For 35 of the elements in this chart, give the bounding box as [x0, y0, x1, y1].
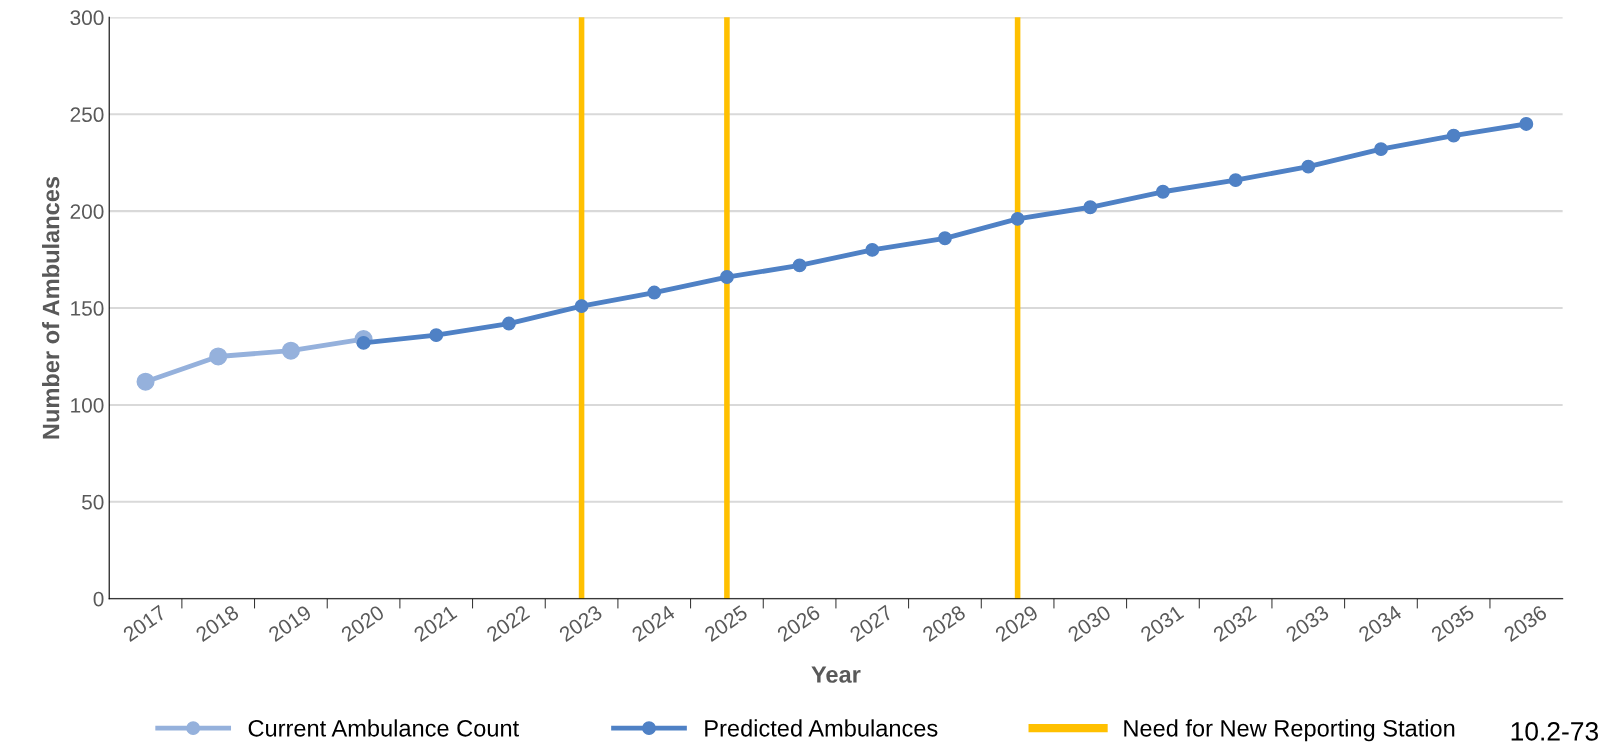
text: 10.2-73	[1511, 722, 1598, 741]
point	[719, 270, 734, 284]
legend-label: Predicted Ambulances	[705, 719, 938, 737]
y-tick-label: 50	[82, 494, 104, 510]
point	[1010, 211, 1025, 226]
point	[1301, 159, 1316, 174]
point	[574, 299, 589, 314]
point	[937, 231, 952, 246]
legend-label: Current Ambulance Count	[248, 719, 519, 737]
point	[1374, 142, 1388, 157]
point	[429, 328, 444, 343]
point	[792, 258, 807, 273]
point	[1446, 128, 1461, 143]
point	[209, 347, 228, 366]
y-axis-title: Number of Ambulances	[42, 176, 60, 439]
point	[281, 341, 300, 360]
y-tick-label: 200	[70, 204, 104, 219]
point	[1519, 117, 1534, 131]
point	[356, 335, 371, 350]
point	[1083, 200, 1098, 215]
legend-label: Need for New Reporting Station	[1124, 719, 1455, 742]
y-tick-label: 150	[71, 301, 104, 316]
x-tick-label: 2021	[412, 604, 458, 643]
y-tick-label: 250	[70, 107, 104, 123]
x-tick-label: 2031	[1139, 604, 1185, 643]
y-tick-label: 300	[70, 10, 104, 26]
point	[1228, 173, 1243, 188]
point	[136, 372, 155, 391]
point	[865, 242, 880, 257]
point	[501, 316, 516, 331]
point	[1155, 184, 1170, 199]
y-tick-label: 0	[93, 591, 104, 607]
point	[647, 285, 662, 300]
x-axis-title: Year	[811, 666, 861, 683]
y-tick-label: 100	[71, 397, 104, 413]
